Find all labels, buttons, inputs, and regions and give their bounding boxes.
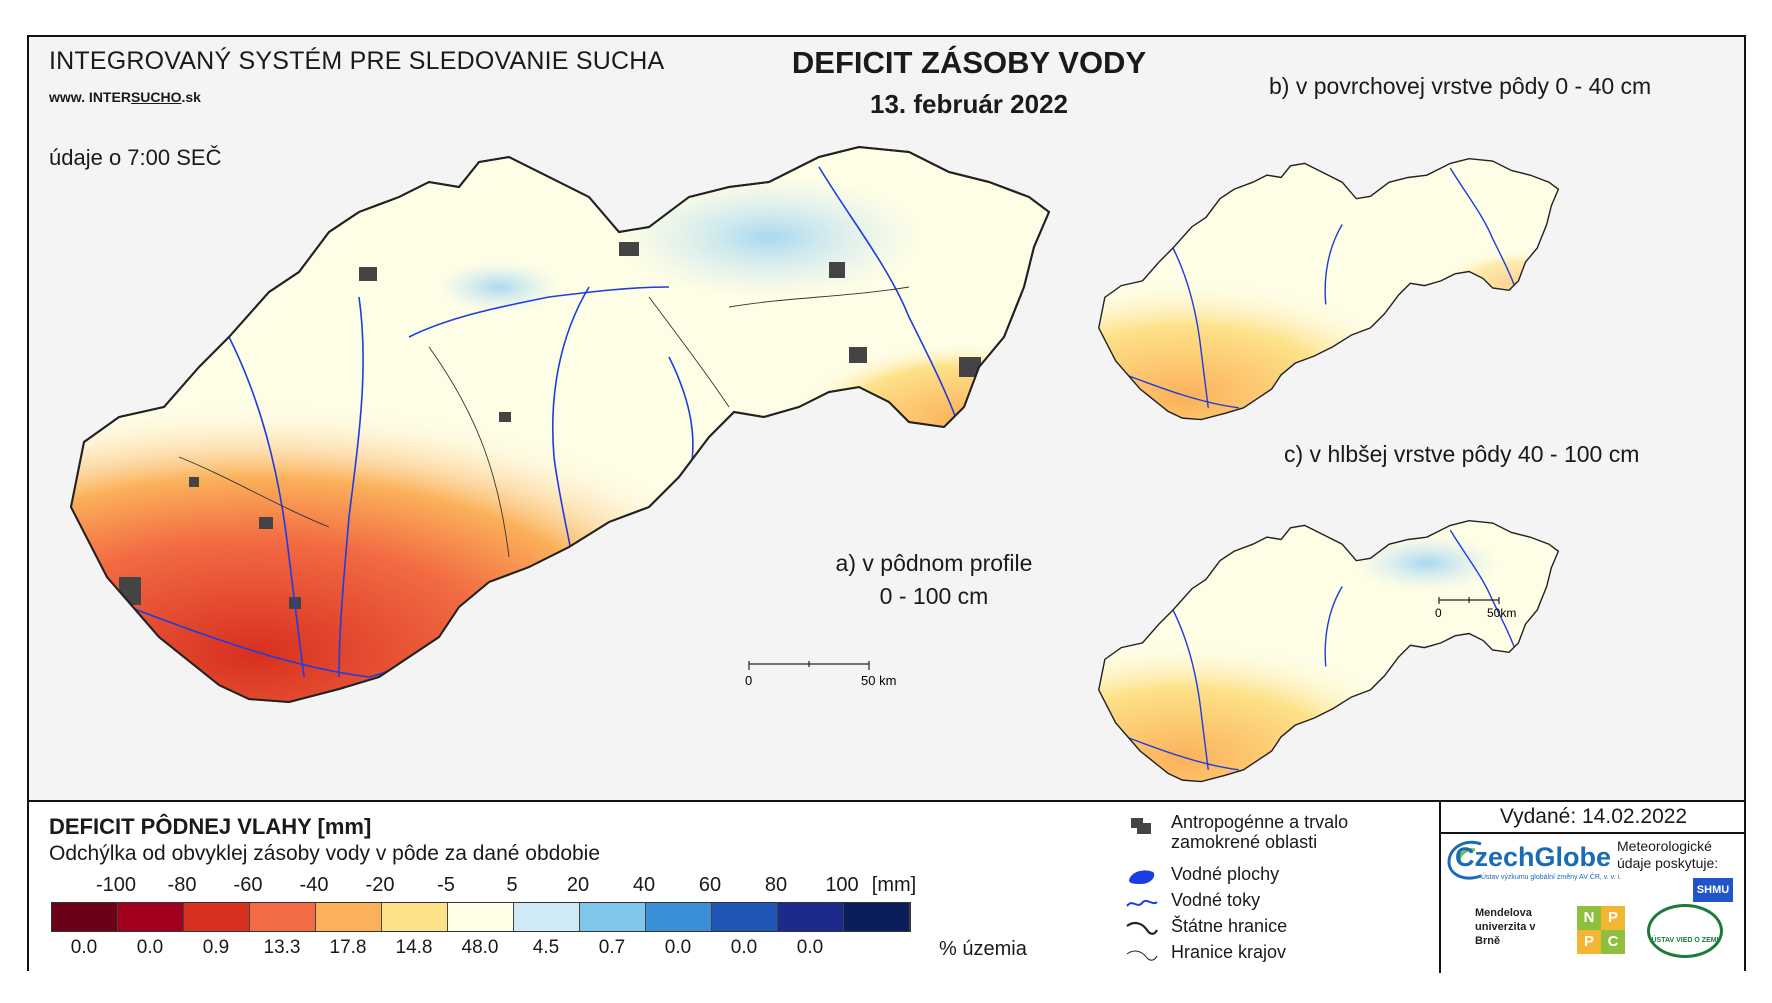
czechglobe-subtitle: Ústav výzkumu globální změny AV ČR, v. v… [1481, 874, 1622, 881]
legend-swatch [844, 903, 910, 931]
system-name: INTEGROVANÝ SYSTÉM PRE SLEDOVANIE SUCHA [49, 47, 665, 75]
scale-label: 20 [566, 874, 590, 896]
scale-unit: [mm] [871, 874, 917, 896]
percent-value: 0.0 [136, 937, 164, 958]
scale-label: -5 [437, 874, 455, 896]
czechglobe-logo-icon [1447, 840, 1482, 880]
czechglobe-logo: CzechGlobe [1455, 842, 1612, 872]
scale-label: 100 [825, 874, 859, 896]
scale-label: -80 [167, 874, 197, 896]
stream-icon [1126, 899, 1158, 907]
legend-swatch [778, 903, 844, 931]
map-c-label: c) v hlbšej vrstve pôdy 40 - 100 cm [1284, 441, 1640, 467]
percent-value: 0.0 [796, 937, 824, 958]
scale-small-zero: 0 [1435, 606, 1442, 620]
scale-label: 40 [632, 874, 656, 896]
uvz-logo: ÚSTAV VIED O ZEMI [1647, 904, 1723, 958]
water-body-icon [1129, 870, 1155, 884]
scale-main-end: 50 km [861, 673, 896, 688]
percent-value: 13.3 [263, 937, 301, 958]
legend-color-bar [51, 902, 911, 932]
percent-value: 0.0 [664, 937, 692, 958]
scale-label: -100 [95, 874, 137, 896]
scale-label: -60 [233, 874, 263, 896]
scale-bar-small [1438, 597, 1500, 604]
legend-scale-labels: -100 -80 -60 -40 -20 -5 5 20 40 60 80 10… [69, 874, 999, 898]
shmu-logo: SHMU [1693, 878, 1733, 902]
meteo-note: Meteorologické údaje poskytuje: [1617, 838, 1719, 871]
legend-swatch [184, 903, 250, 931]
map-c [1098, 519, 1560, 783]
legend-swatch [580, 903, 646, 931]
percent-value: 14.8 [395, 937, 433, 958]
nppc-logo: N P P C [1577, 906, 1625, 954]
urban-area-icon [1131, 818, 1151, 834]
legend-swatch [118, 903, 184, 931]
legend-swatch [382, 903, 448, 931]
credits-panel: Vydané: 14.02.2022 CzechGlobe Ústav výzk… [1439, 802, 1746, 973]
percent-value: 0.0 [730, 937, 758, 958]
maps-canvas: 0 50 km 0 50km [70, 146, 1560, 783]
legend-swatch [712, 903, 778, 931]
scale-label: 80 [764, 874, 788, 896]
percent-value: 0.9 [202, 937, 230, 958]
map-b-label: b) v povrchovej vrstve pôdy 0 - 40 cm [1269, 73, 1652, 99]
legend-swatch [52, 903, 118, 931]
legend-subtitle: Odchýlka od obvyklej zásoby vody v pôde … [49, 842, 601, 865]
legend-title: DEFICIT PÔDNEJ VLAHY [mm] [49, 814, 372, 839]
scale-main-zero: 0 [745, 673, 752, 688]
scale-label: 60 [698, 874, 722, 896]
legend-swatch [250, 903, 316, 931]
percent-value: 0.0 [70, 937, 98, 958]
region-border-icon [1126, 950, 1158, 961]
scale-label: 5 [506, 874, 518, 896]
legend-panel: DEFICIT PÔDNEJ VLAHY [mm] Odchýlka od ob… [29, 800, 1746, 973]
mendel-logo: Mendelova univerzita v Brně [1475, 907, 1536, 947]
legend-swatch [448, 903, 514, 931]
issued-date: Vydané: 14.02.2022 [1441, 802, 1746, 834]
percent-unit: % územia [939, 938, 1027, 960]
map-b [1098, 157, 1560, 421]
map-frame: INTEGROVANÝ SYSTÉM PRE SLEDOVANIE SUCHA … [27, 35, 1746, 973]
legend-swatch [316, 903, 382, 931]
page-date: 13. február 2022 [869, 89, 1068, 119]
legend-percent-row: 0.0 0.0 0.9 13.3 17.8 14.8 48.0 4.5 0.7 … [51, 937, 851, 961]
map-a [70, 146, 1050, 703]
percent-value: 0.7 [598, 937, 626, 958]
state-border-icon [1126, 921, 1158, 935]
percent-value: 17.8 [329, 937, 367, 958]
percent-value: 48.0 [461, 937, 499, 958]
website-link[interactable]: www. INTERSUCHO.sk [49, 89, 201, 105]
scale-bar-main [748, 661, 870, 670]
time-note: údaje o 7:00 SEČ [49, 145, 222, 170]
scale-label: -40 [299, 874, 329, 896]
legend-swatch [514, 903, 580, 931]
map-a-label: a) v pôdnom profile 0 - 100 cm [835, 550, 1033, 609]
percent-value: 4.5 [532, 937, 560, 958]
legend-swatch [646, 903, 712, 931]
scale-small-end: 50km [1487, 606, 1516, 620]
page-title: DEFICIT ZÁSOBY VODY [791, 45, 1147, 80]
scale-label: -20 [365, 874, 395, 896]
